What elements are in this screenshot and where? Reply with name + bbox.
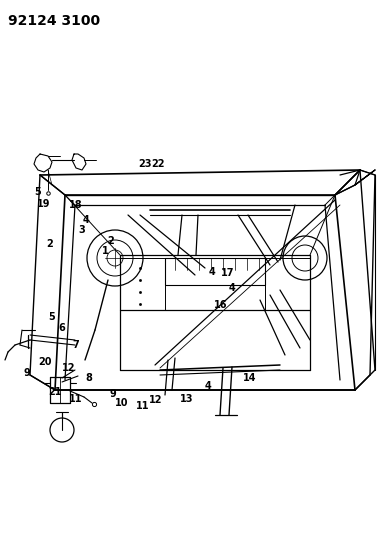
Text: 21: 21 [48,387,62,397]
Text: 10: 10 [115,399,128,408]
Text: 13: 13 [179,394,193,403]
Text: 7: 7 [73,341,79,350]
Text: 2: 2 [107,237,114,246]
Text: 8: 8 [86,374,93,383]
Text: 11: 11 [136,401,150,411]
Text: 11: 11 [69,394,83,403]
Text: 1: 1 [102,246,109,255]
Text: 12: 12 [149,395,163,405]
Text: 92124 3100: 92124 3100 [8,14,100,28]
Text: 20: 20 [38,358,52,367]
Text: 9: 9 [23,368,30,378]
Text: 3: 3 [78,225,85,235]
Text: 6: 6 [58,323,65,333]
Text: 4: 4 [82,215,89,225]
Text: 9: 9 [110,390,117,399]
Text: 17: 17 [221,268,235,278]
Text: 14: 14 [243,374,257,383]
Text: 2: 2 [46,239,53,249]
Text: 4: 4 [205,382,212,391]
Text: 18: 18 [69,200,83,209]
Text: 16: 16 [214,300,228,310]
Text: 4: 4 [228,283,235,293]
Text: 19: 19 [37,199,51,208]
Text: 5: 5 [35,187,41,197]
Text: 22: 22 [151,159,165,169]
Text: 23: 23 [138,159,152,169]
Text: 5: 5 [48,312,55,322]
Text: 4: 4 [209,267,215,277]
Text: 12: 12 [62,363,76,373]
